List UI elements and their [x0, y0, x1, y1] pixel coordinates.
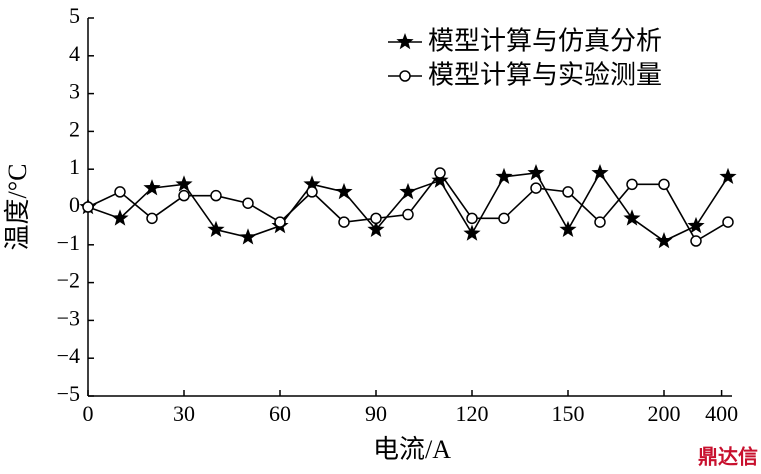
marker-circle: [530, 182, 542, 194]
marker-star: [143, 179, 161, 196]
marker-circle: [82, 201, 94, 213]
marker-star: [207, 220, 225, 237]
marker-circle: [722, 216, 734, 228]
y-tick-label: −1: [57, 230, 80, 255]
marker-circle: [399, 70, 411, 82]
marker-star: [623, 209, 641, 226]
x-tick-label: 150: [552, 401, 585, 426]
marker-circle: [146, 212, 158, 225]
marker-star: [655, 232, 673, 249]
marker-star: [687, 216, 705, 234]
x-tick-label: 60: [269, 401, 291, 426]
x-tick-label: 0: [83, 401, 94, 426]
marker-star: [463, 224, 481, 241]
marker-circle: [178, 189, 190, 202]
marker-circle: [658, 178, 670, 191]
y-tick-label: 4: [69, 41, 80, 66]
marker-star: [719, 167, 737, 184]
marker-star: [559, 220, 577, 237]
marker-circle: [338, 216, 350, 228]
marker-star: [303, 175, 321, 192]
x-axis-label: 电流/A: [373, 435, 451, 464]
marker-star: [591, 164, 609, 181]
marker-circle: [466, 212, 478, 225]
watermark: 鼎达信: [698, 445, 758, 469]
y-tick-label: −5: [57, 381, 80, 406]
marker-circle: [242, 197, 254, 209]
y-tick-label: 5: [69, 3, 80, 28]
x-tick-label: 90: [365, 401, 387, 426]
y-tick-label: 3: [69, 79, 80, 104]
marker-star: [431, 171, 449, 188]
marker-star: [335, 182, 353, 200]
marker-star: [367, 220, 385, 237]
marker-circle: [434, 167, 446, 179]
x-tick-label: 30: [173, 401, 195, 426]
y-tick-label: −4: [57, 343, 80, 368]
y-tick-label: −3: [57, 305, 80, 330]
marker-star: [111, 209, 129, 226]
y-axis-label: 温度/°C: [3, 164, 32, 251]
marker-star: [399, 182, 417, 200]
marker-circle: [210, 189, 222, 202]
marker-star: [495, 167, 513, 184]
marker-circle: [114, 186, 126, 198]
marker-star: [175, 175, 193, 192]
marker-circle: [306, 186, 318, 198]
y-tick-label: 0: [69, 192, 80, 217]
marker-circle: [402, 208, 414, 221]
marker-circle: [498, 212, 510, 225]
y-tick-label: 2: [69, 116, 80, 141]
legend-label: 模型计算与仿真分析: [428, 27, 662, 57]
marker-circle: [594, 216, 606, 228]
x-tick-label: 200: [648, 401, 681, 426]
marker-circle: [274, 216, 286, 228]
y-tick-label: −2: [57, 268, 80, 293]
marker-star: [396, 33, 414, 50]
marker-circle: [626, 178, 638, 191]
marker-circle: [690, 235, 702, 247]
marker-star: [239, 228, 257, 245]
marker-circle: [370, 212, 382, 225]
x-tick-label: 120: [456, 401, 489, 426]
x-tick-label: 400: [705, 401, 738, 426]
legend-label: 模型计算与实验测量: [428, 61, 662, 91]
marker-circle: [562, 186, 574, 198]
y-tick-label: 1: [69, 154, 80, 179]
marker-star: [527, 164, 545, 181]
